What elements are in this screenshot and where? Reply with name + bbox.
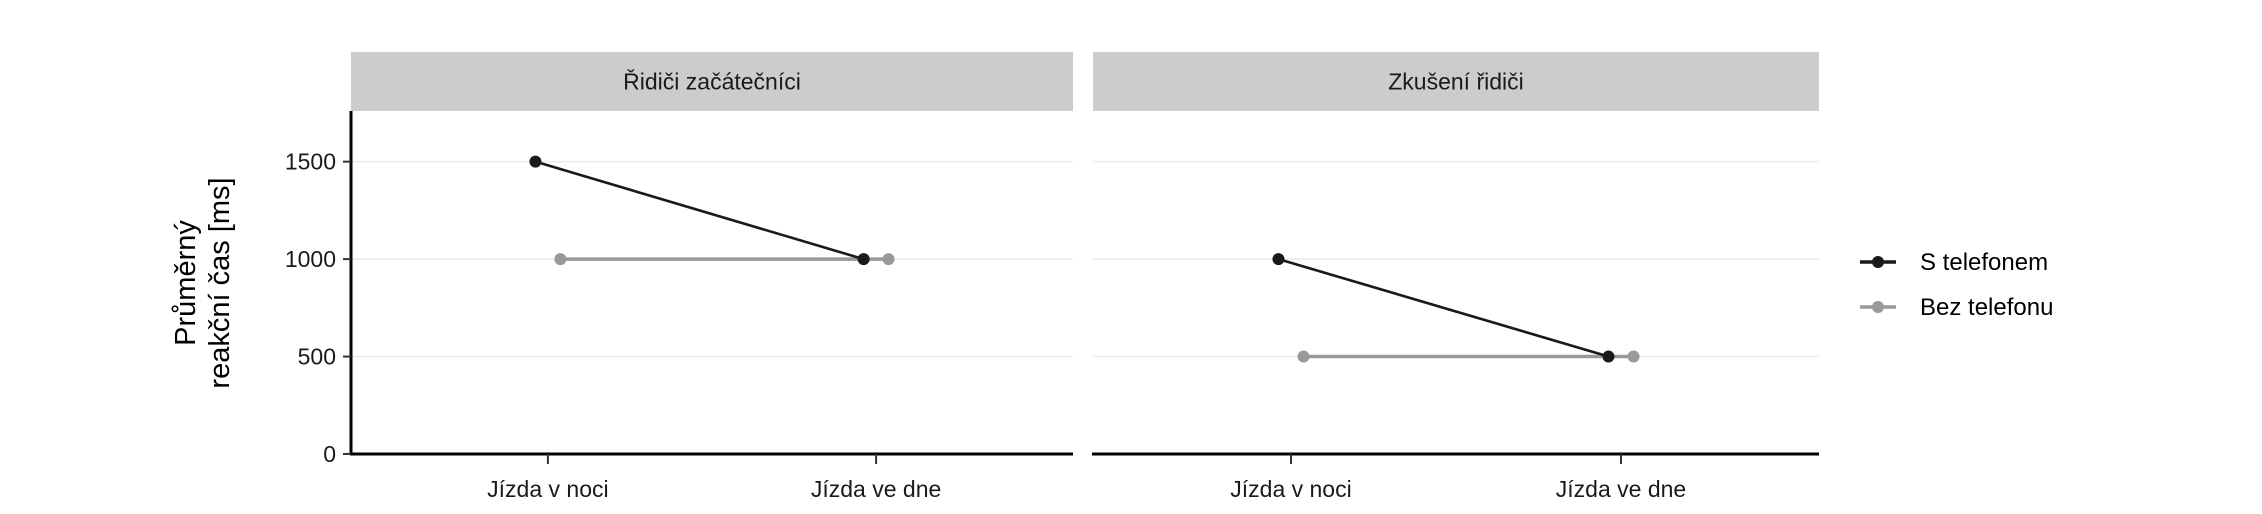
facet-strip bbox=[351, 52, 1073, 111]
legend-key-point bbox=[1872, 256, 1884, 268]
x-tick-label: Jízda ve dne bbox=[1556, 476, 1686, 502]
data-point bbox=[1297, 350, 1310, 363]
data-point bbox=[1602, 350, 1615, 363]
y-tick-label: 0 bbox=[323, 441, 336, 467]
series-line-s-telefonem bbox=[535, 160, 864, 261]
y-axis-title: Průměrný reakční čas [ms] bbox=[170, 177, 236, 388]
legend-label: Bez telefonu bbox=[1920, 294, 2053, 321]
y-tick-label: 1000 bbox=[285, 246, 336, 272]
data-point bbox=[857, 253, 870, 266]
y-tick-label: 500 bbox=[298, 344, 336, 370]
facet-title: Řidiči začátečníci bbox=[623, 69, 801, 95]
data-point bbox=[1627, 350, 1640, 363]
data-point bbox=[882, 253, 895, 266]
y-axis-title-line1: Průměrný bbox=[170, 220, 202, 346]
x-tick-label: Jízda ve dne bbox=[811, 476, 941, 502]
legend-label: S telefonem bbox=[1920, 249, 2048, 276]
data-point bbox=[1272, 253, 1285, 266]
x-tick-label: Jízda v noci bbox=[1230, 476, 1351, 502]
x-tick-label: Jízda v noci bbox=[487, 476, 608, 502]
facet-strip bbox=[1093, 52, 1819, 111]
facet-title: Zkušení řidiči bbox=[1388, 69, 1523, 95]
legend-key-point bbox=[1872, 301, 1884, 313]
series-line-s-telefonem bbox=[1278, 257, 1609, 358]
data-point bbox=[529, 155, 542, 168]
y-tick-label: 1500 bbox=[285, 149, 336, 175]
data-point bbox=[554, 253, 567, 266]
y-axis-title-line2: reakční čas [ms] bbox=[204, 177, 236, 388]
